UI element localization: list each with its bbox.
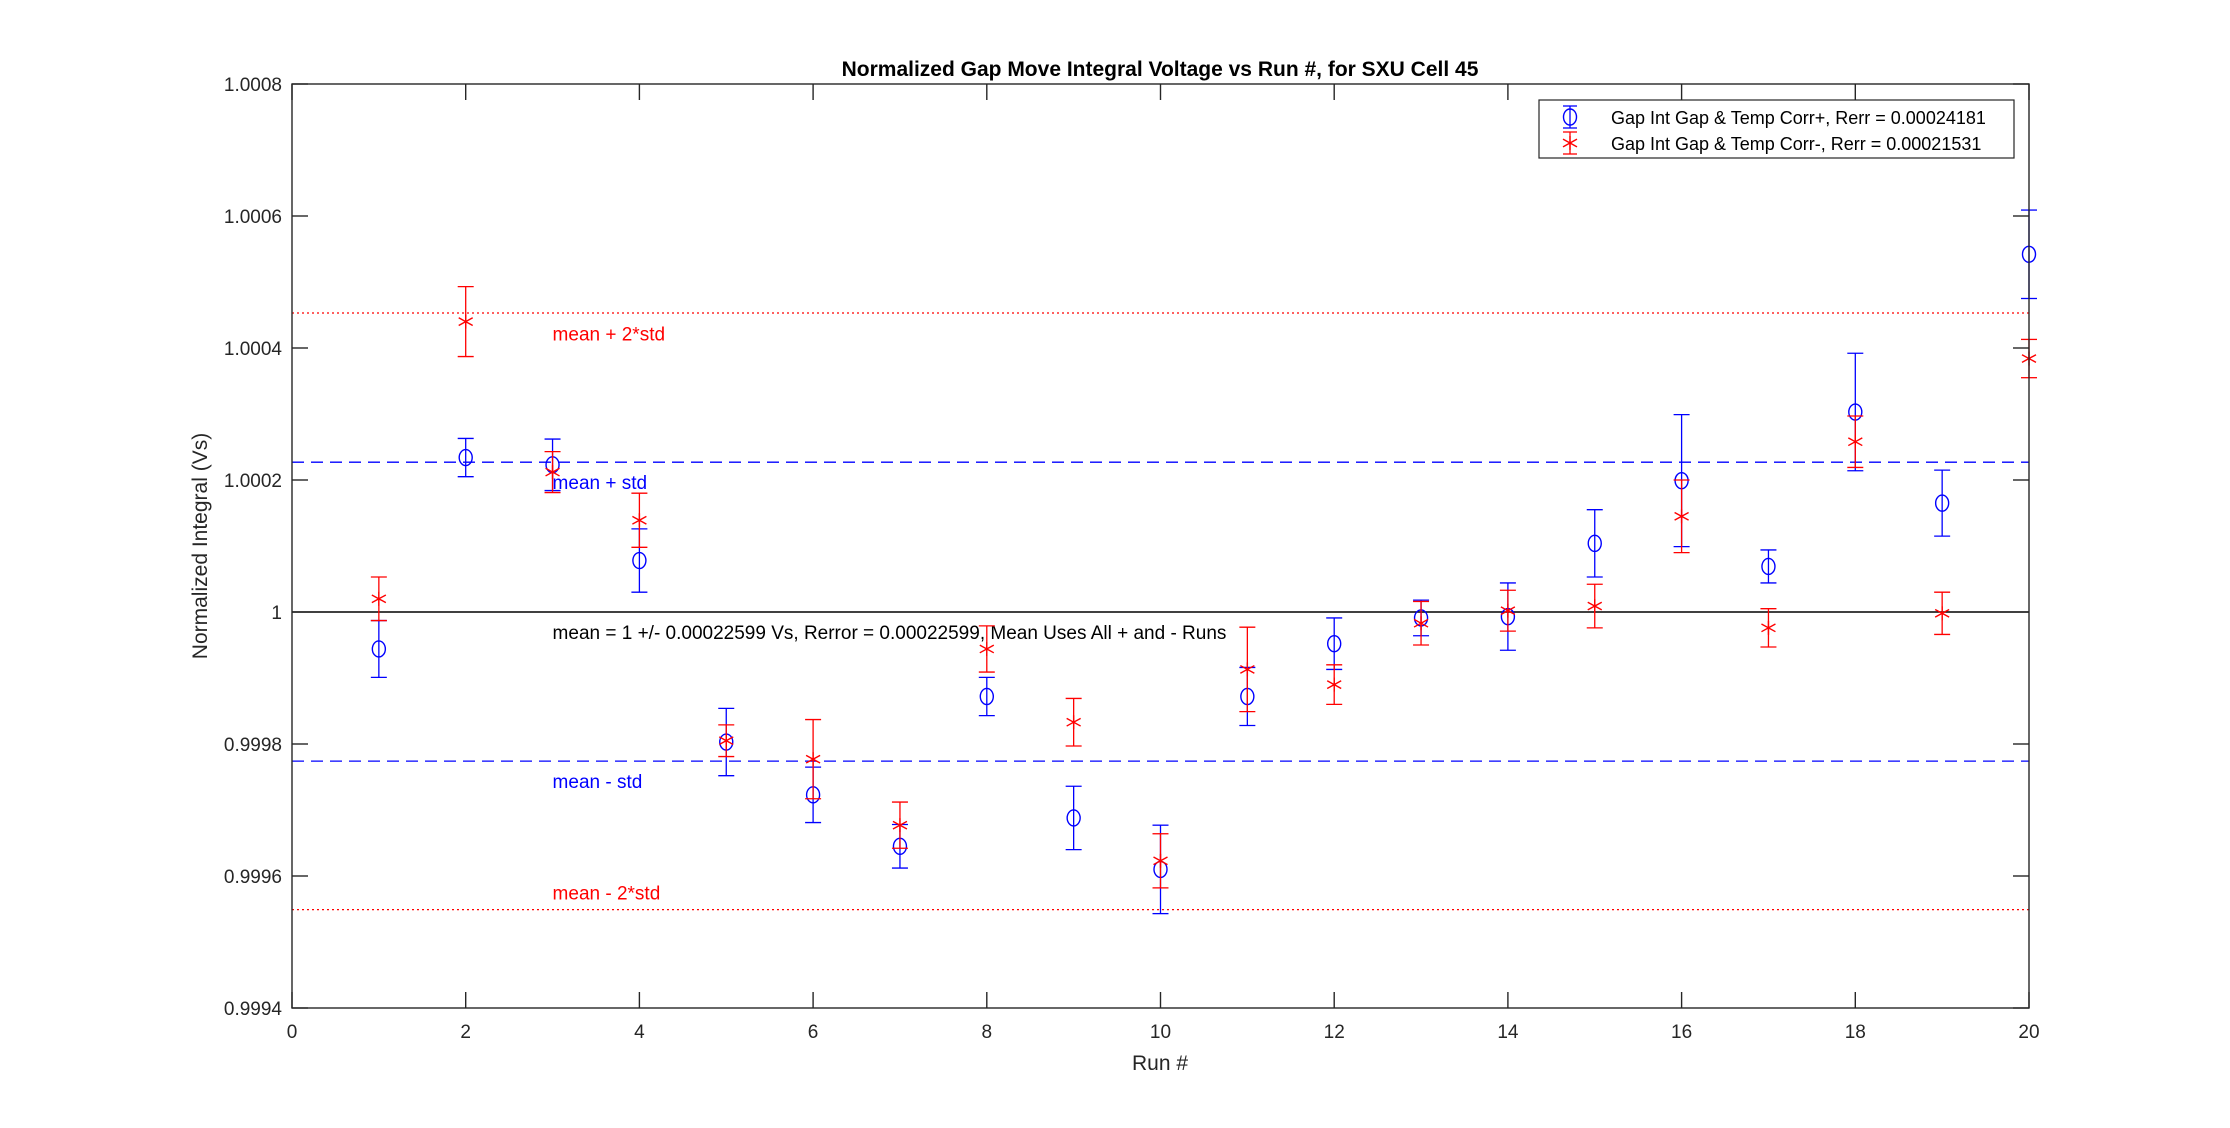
data-point-circle <box>1587 534 1602 553</box>
y-tick-label: 1.0002 <box>224 471 282 492</box>
data-point-asterisk <box>1587 599 1603 614</box>
legend-marker-asterisk <box>1562 136 1578 150</box>
mean-plus-2std-label: mean + 2*std <box>553 324 666 345</box>
x-tick-label: 20 <box>2018 1022 2039 1043</box>
axis-ticks: 0 2 4 6 8 10 12 14 16 18 20 0.9994 0.9996 0.9998 1 1.00… <box>224 75 2040 1043</box>
data-point-circle <box>1761 557 1776 576</box>
data-point-circle <box>979 687 994 706</box>
data-point-asterisk <box>458 314 474 329</box>
data-point-asterisk <box>1413 616 1429 631</box>
mean-minus-std-label: mean - std <box>553 772 643 793</box>
data-point-asterisk <box>1153 853 1168 868</box>
data-point-circle <box>458 448 473 467</box>
y-tick-label: 1 <box>271 603 282 624</box>
x-tick-label: 8 <box>982 1022 993 1043</box>
x-tick-label: 18 <box>1845 1022 1866 1043</box>
data-point-asterisk <box>1500 603 1516 618</box>
series-corr-plus <box>370 209 2037 915</box>
data-point-asterisk <box>1761 620 1776 635</box>
y-axis-label: Normalized Integral (Vs) <box>189 433 212 659</box>
x-tick-label: 6 <box>808 1022 819 1043</box>
mean-plus-std-label: mean + std <box>553 473 648 494</box>
y-tick-label: 0.9996 <box>224 867 282 888</box>
x-tick-label: 10 <box>1150 1022 1171 1043</box>
data-point-circle <box>632 551 647 570</box>
mean-label: mean = 1 +/- 0.00022599 Vs, Rerror = 0.0… <box>553 623 1227 644</box>
y-tick-label: 1.0008 <box>224 75 282 96</box>
data-point-asterisk <box>1674 509 1689 524</box>
mean-minus-2std-label: mean - 2*std <box>553 884 661 905</box>
data-point-asterisk <box>718 733 734 748</box>
legend: Gap Int Gap & Temp Corr+, Rerr = 0.00024… <box>1538 99 2015 159</box>
reference-lines: mean + 2*std mean + std mean = 1 +/- 0.000… <box>292 312 2029 911</box>
data-point-asterisk <box>979 641 995 656</box>
legend-label-corr-minus: Gap Int Gap & Temp Corr-, Rerr = 0.00021… <box>1611 134 1981 154</box>
legend-label-corr-plus: Gap Int Gap & Temp Corr+, Rerr = 0.00024… <box>1611 108 1986 128</box>
data-point-asterisk <box>1326 677 1342 692</box>
x-tick-label: 2 <box>460 1022 471 1043</box>
data-point-asterisk <box>1066 715 1081 730</box>
y-tick-label: 1.0004 <box>224 339 283 360</box>
data-point-asterisk <box>545 465 560 480</box>
data-marks <box>370 209 2037 915</box>
data-point-asterisk <box>892 818 908 833</box>
x-tick-label: 0 <box>287 1022 298 1043</box>
x-tick-label: 16 <box>1671 1022 1692 1043</box>
y-tick-label: 0.9994 <box>224 999 283 1020</box>
y-tick-label: 1.0006 <box>224 207 282 228</box>
x-tick-label: 12 <box>1324 1022 1345 1043</box>
chart-title: Normalized Gap Move Integral Voltage vs … <box>842 58 1479 81</box>
data-point-asterisk <box>1934 606 1950 621</box>
data-point-asterisk <box>1847 434 1863 449</box>
data-point-asterisk <box>1240 662 1255 677</box>
data-point-asterisk <box>371 591 387 606</box>
x-axis-label: Run # <box>1132 1052 1188 1075</box>
data-point-asterisk <box>632 513 647 528</box>
data-point-asterisk <box>805 752 821 767</box>
series-corr-minus <box>370 285 2037 889</box>
data-point-circle <box>1934 494 1950 512</box>
data-point-circle <box>1066 809 1081 827</box>
x-tick-label: 4 <box>634 1022 645 1043</box>
x-tick-label: 14 <box>1497 1022 1519 1043</box>
legend-marker-circle <box>1562 108 1578 126</box>
data-point-circle <box>371 640 387 658</box>
data-point-circle <box>1326 634 1342 653</box>
y-tick-label: 0.9998 <box>224 735 282 756</box>
legend-box <box>1538 99 2015 159</box>
